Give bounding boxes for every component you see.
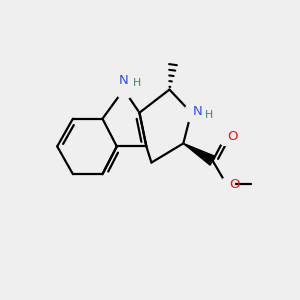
- Text: O: O: [227, 130, 238, 143]
- Text: N: N: [119, 74, 129, 87]
- Text: H: H: [133, 78, 141, 88]
- Text: H: H: [205, 110, 213, 120]
- Polygon shape: [183, 143, 215, 165]
- Text: N: N: [193, 105, 203, 118]
- Text: O: O: [229, 178, 239, 191]
